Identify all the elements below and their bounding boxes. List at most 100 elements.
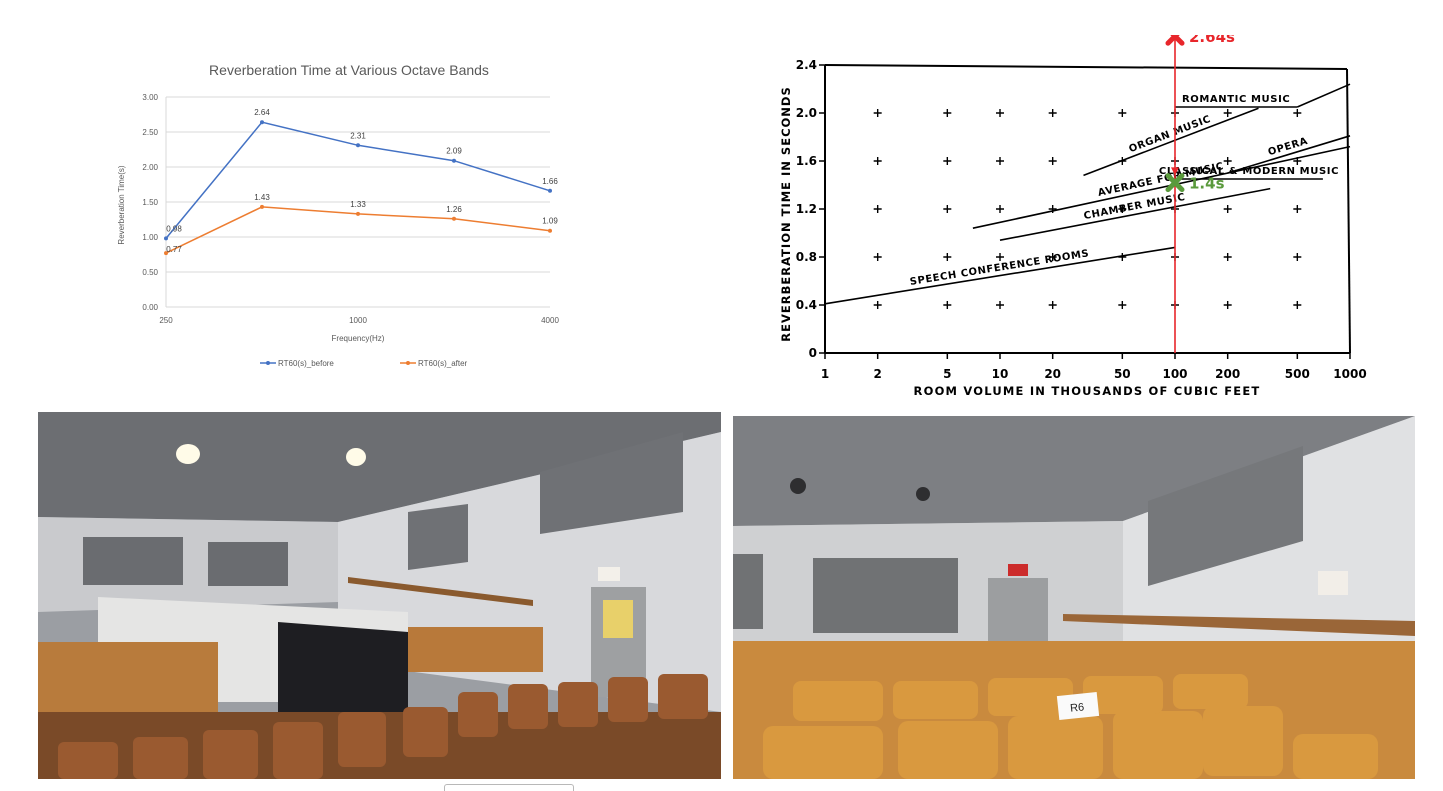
x-tick-label: 1	[821, 367, 829, 381]
y-tick-label: 0.50	[142, 268, 158, 277]
plus-mark	[996, 205, 1004, 213]
y-axis-title: Reverberation Time(s)	[117, 165, 126, 244]
data-point	[260, 204, 264, 209]
y-tick-label: 0.4	[796, 298, 817, 312]
plus-mark	[996, 109, 1004, 117]
plus-mark	[1118, 109, 1127, 117]
y-tick-label: 1.6	[796, 154, 817, 168]
plus-mark	[1293, 253, 1302, 261]
data-point	[164, 251, 168, 256]
red-marker-line	[1171, 36, 1179, 353]
x-tick-label: 200	[1215, 367, 1240, 381]
x-tick-label: 1000	[1333, 367, 1366, 381]
data-point	[356, 143, 360, 148]
plus-mark	[1118, 301, 1127, 309]
data-label: 1.09	[542, 217, 558, 226]
plus-mark	[1048, 301, 1057, 309]
plus-mark	[1293, 109, 1302, 117]
data-label: 1.26	[446, 205, 462, 214]
plus-mark	[873, 109, 882, 117]
y-tick-labels: 0.00 0.50 1.00 1.50 2.00 2.50 3.00	[142, 93, 158, 312]
recommended-reverberation-chart: 0 0.4 0.8 1.2 1.6 2.0 2.4 1 2 5 10 20 50 100 200 500 10…	[765, 26, 1375, 405]
y-tick-label: 1.2	[796, 202, 817, 216]
plus-mark	[1223, 253, 1232, 261]
plus-mark	[1223, 109, 1232, 117]
data-point	[452, 158, 456, 163]
chart-canvas: Reverberation Time at Various Octave Ban…	[117, 62, 559, 368]
photo-illustration-1	[38, 412, 721, 779]
plus-mark	[996, 301, 1004, 309]
data-label: 0.98	[166, 224, 182, 233]
data-label: 1.66	[542, 177, 558, 186]
reverberation-line-chart: Reverberation Time at Various Octave Ban…	[100, 55, 580, 385]
range-label: ROMANTIC MUSIC	[1182, 94, 1290, 105]
x-tick-label: 20	[1044, 367, 1061, 381]
range-line	[824, 246, 1176, 305]
data-point	[548, 188, 552, 193]
chart-title: Reverberation Time at Various Octave Ban…	[209, 62, 489, 78]
data-point	[548, 228, 552, 233]
range-line	[999, 187, 1271, 241]
plus-mark	[943, 253, 952, 261]
lecture-hall-photo-1	[38, 412, 721, 779]
legend-label: RT60(s)_after	[418, 359, 468, 368]
x-tick-label: 250	[159, 316, 173, 325]
y-tick-labels: 0 0.4 0.8 1.2 1.6 2.0 2.4	[796, 58, 825, 360]
range-line-segment	[1297, 83, 1351, 108]
plus-mark	[996, 157, 1004, 165]
seat-sign: R6	[1070, 701, 1085, 714]
x-tick-label: 2	[874, 367, 882, 381]
plus-mark	[1048, 157, 1057, 165]
plus-mark	[873, 205, 882, 213]
data-label: 2.64	[254, 108, 270, 117]
tab-stub	[444, 784, 574, 791]
legend-marker	[406, 361, 410, 365]
plus-mark	[1223, 301, 1232, 309]
plus-mark	[1048, 253, 1057, 261]
y-axis-title: REVERBERATION TIME IN SECONDS	[779, 86, 793, 341]
plus-mark	[943, 157, 952, 165]
top-border	[824, 64, 1348, 70]
range-label: CLASSICAL & MODERN MUSIC	[1159, 166, 1339, 177]
y-tick-label: 0	[809, 346, 817, 360]
y-tick-label: 2.4	[796, 58, 817, 72]
data-label: 1.43	[254, 193, 270, 202]
x-tick-label: 10	[992, 367, 1009, 381]
data-label: 1.33	[350, 200, 366, 209]
arrow-head	[1171, 167, 1179, 176]
range-label: ORGAN MUSIC	[1128, 114, 1213, 155]
plus-mark	[1293, 301, 1302, 309]
x-tick-labels: 1 2 5 10 20 50 100 200 500 1000	[821, 353, 1367, 381]
plus-mark	[943, 205, 952, 213]
plus-mark	[1223, 157, 1232, 165]
x-tick-label: 4000	[541, 316, 559, 325]
data-point	[356, 211, 360, 216]
annotation-label: 2.64s	[1189, 35, 1235, 46]
range-line	[972, 145, 1351, 229]
data-label: 2.09	[446, 147, 462, 156]
right-border	[1346, 68, 1351, 354]
y-tick-label: 0.8	[796, 250, 817, 264]
data-label: 2.31	[350, 131, 366, 140]
y-tick-label: 2.50	[142, 128, 158, 137]
x-tick-label: 5	[943, 367, 951, 381]
plus-mark	[943, 301, 952, 309]
plus-mark	[1293, 205, 1302, 213]
plus-mark	[1118, 205, 1127, 213]
scanned-chart-canvas: 0 0.4 0.8 1.2 1.6 2.0 2.4 1 2 5 10 20 50 100 200 500 10…	[779, 26, 1367, 398]
plus-mark	[996, 253, 1004, 261]
x-axis-title: ROOM VOLUME IN THOUSANDS OF CUBIC FEET	[914, 384, 1261, 398]
plus-grid-marks	[873, 109, 1302, 309]
range-line	[1083, 107, 1259, 177]
data-point	[164, 236, 168, 241]
x-tick-labels: 250 1000 4000	[159, 316, 559, 325]
plus-mark	[873, 157, 882, 165]
range-line	[1227, 135, 1351, 174]
y-tick-label: 2.00	[142, 163, 158, 172]
x-axis-title: Frequency(Hz)	[332, 334, 385, 343]
lecture-hall-photo-2: R6	[733, 416, 1415, 779]
plus-mark	[873, 301, 882, 309]
plot-frame	[824, 64, 1351, 354]
y-tick-label: 1.50	[142, 198, 158, 207]
